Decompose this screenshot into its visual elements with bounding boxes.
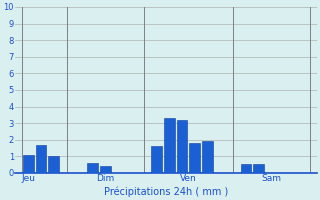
Bar (151, 146, 162, 173)
Bar (48, 156, 59, 173)
Bar (164, 118, 175, 173)
Bar (177, 120, 188, 173)
Bar (189, 143, 200, 173)
Bar (241, 164, 252, 173)
Bar (100, 166, 110, 173)
Bar (253, 164, 264, 173)
X-axis label: Précipitations 24h ( mm ): Précipitations 24h ( mm ) (104, 186, 228, 197)
Bar (23, 155, 34, 173)
Bar (87, 163, 98, 173)
Bar (36, 145, 46, 173)
Bar (202, 141, 213, 173)
